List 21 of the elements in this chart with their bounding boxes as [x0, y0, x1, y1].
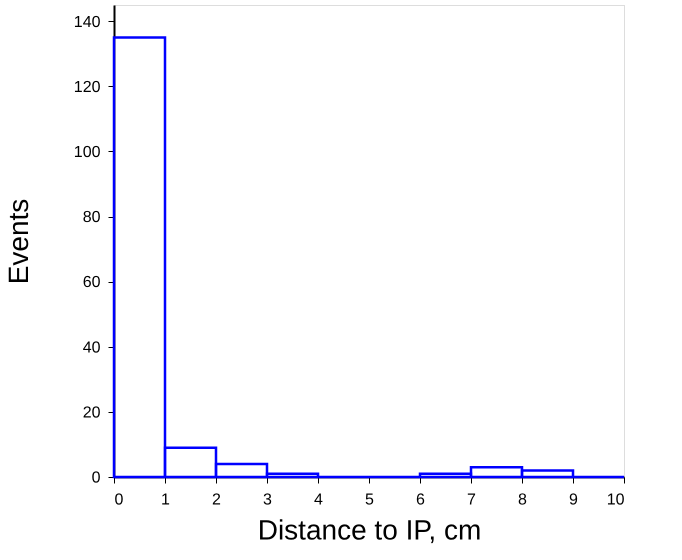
y-axis-title: Events [2, 198, 34, 284]
x-tick-label: 3 [263, 492, 272, 508]
y-tick-label: 120 [74, 78, 101, 96]
y-tick-label: 100 [74, 144, 101, 161]
x-tick-label: 7 [467, 492, 476, 508]
x-tick-label: 0 [114, 492, 124, 508]
y-tick-label: 60 [82, 274, 101, 292]
x-axis-title: Distance to IP, cm [258, 514, 482, 546]
y-tick-label: 20 [82, 404, 101, 422]
x-tick-label: 4 [314, 492, 324, 508]
y-tick-label: 80 [82, 209, 101, 226]
x-tick-label: 2 [212, 492, 222, 508]
x-tick-label: 1 [161, 492, 170, 508]
x-tick-label: 8 [518, 492, 528, 508]
x-tick-label: 9 [569, 492, 578, 508]
y-tick-label: 140 [74, 14, 101, 31]
x-tick-label: 10 [606, 492, 625, 508]
y-tick-label: 0 [92, 470, 101, 486]
x-tick-label: 5 [365, 492, 374, 508]
y-tick-label: 40 [82, 339, 101, 356]
x-tick-label: 6 [416, 492, 426, 508]
